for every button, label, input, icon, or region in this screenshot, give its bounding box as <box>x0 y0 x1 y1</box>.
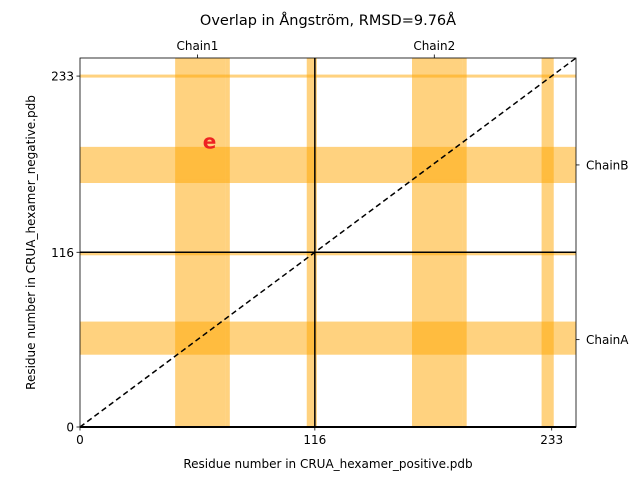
top-chain-label: Chain2 <box>413 39 455 53</box>
chart-title: Overlap in Ångström, RMSD=9.76Å <box>200 12 456 29</box>
right-chain-label: ChainA <box>586 333 629 347</box>
horizontal-band <box>80 321 576 355</box>
vertical-band <box>462 58 467 427</box>
vertical-band <box>306 58 317 427</box>
diagonal-line <box>79 57 577 428</box>
horizontal-band <box>80 179 576 184</box>
x-tick-label: 0 <box>76 433 84 447</box>
top-chain-label: Chain1 <box>176 39 218 53</box>
x-tick-label: 116 <box>303 433 326 447</box>
plot-area: e 0 116 233 0 116 233 Chain1 Chain2 ChainA ChainB <box>51 39 629 447</box>
vertical-band <box>225 58 230 427</box>
right-chain-label: ChainB <box>586 158 629 172</box>
horizontal-band <box>80 252 576 256</box>
horizontal-band <box>80 146 576 180</box>
y-tick-label: 0 <box>66 421 74 435</box>
x-tick-label: 233 <box>540 433 563 447</box>
y-axis-label: Residue number in CRUA_hexamer_negative.… <box>24 95 38 390</box>
vertical-band <box>412 58 463 427</box>
y-tick-label: 233 <box>51 70 74 84</box>
vertical-band <box>541 58 554 427</box>
x-axis-label: Residue number in CRUA_hexamer_positive.… <box>183 457 472 471</box>
annotation-mark: e <box>203 129 217 153</box>
vertical-band <box>175 58 226 427</box>
horizontal-band <box>80 74 576 78</box>
y-tick-label: 116 <box>51 246 74 260</box>
